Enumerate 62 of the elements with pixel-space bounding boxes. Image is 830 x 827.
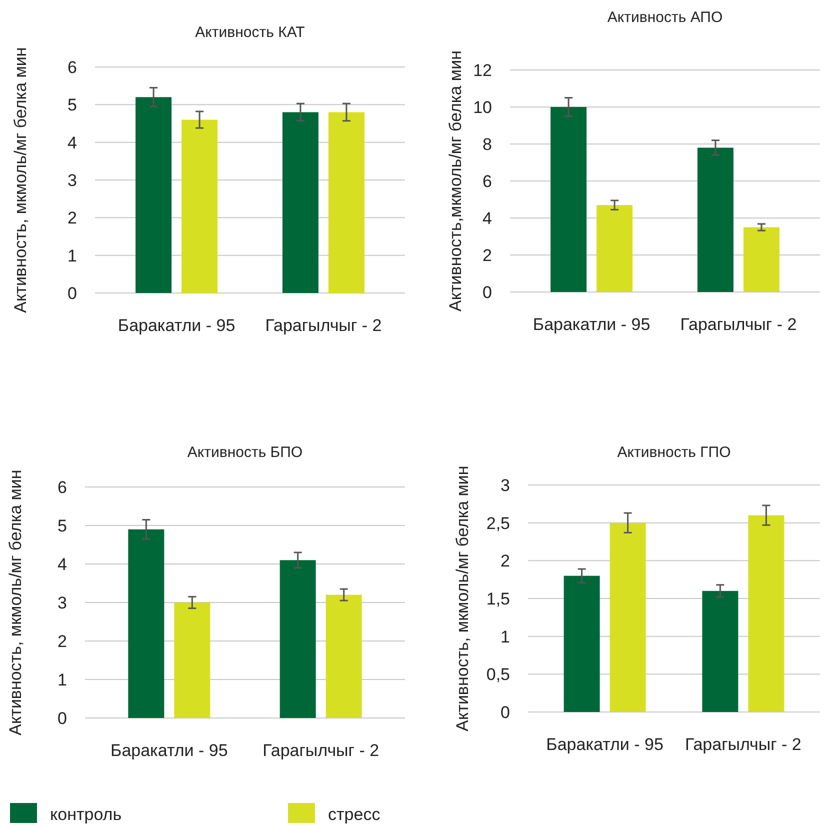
y-tick-label: 2,5 xyxy=(486,514,510,533)
y-tick-label: 5 xyxy=(68,96,77,115)
y-tick-label: 6 xyxy=(58,478,67,497)
chart-title: Активность ГПО xyxy=(617,444,731,461)
bar xyxy=(564,576,600,712)
y-axis-title: Активность, мкмоль/мг белка мин xyxy=(452,466,472,732)
y-tick-label: 4 xyxy=(58,554,67,574)
y-axis-title: Активность, мкмоль/мг белка мин xyxy=(10,47,30,313)
y-tick-label: 6 xyxy=(68,58,77,77)
y-tick-label: 4 xyxy=(482,208,492,228)
bar xyxy=(182,120,218,293)
y-tick-label: 0 xyxy=(500,702,510,722)
bar xyxy=(550,107,587,292)
bar xyxy=(282,112,318,293)
bar xyxy=(280,560,316,718)
y-tick-label: 2 xyxy=(500,552,510,571)
y-tick-label: 3 xyxy=(500,476,510,495)
y-tick-label: 1,5 xyxy=(486,589,510,608)
y-tick-label: 0 xyxy=(58,708,67,728)
y-tick-label: 2 xyxy=(58,632,67,651)
bar xyxy=(326,594,362,718)
bar xyxy=(596,205,633,292)
legend-label: стресс xyxy=(328,805,381,824)
legend-label: контроль xyxy=(50,805,122,824)
y-tick-label: 6 xyxy=(482,172,492,191)
y-axis-title: Активность,мкмоль/мг белка мин xyxy=(446,50,465,312)
y-tick-label: 12 xyxy=(473,60,492,80)
bar xyxy=(328,112,364,293)
x-tick-label: Баракатли - 95 xyxy=(118,316,236,335)
bar xyxy=(697,148,734,292)
y-tick-label: 1 xyxy=(58,670,67,690)
y-tick-label: 3 xyxy=(58,593,67,612)
chart-title: Активность АПО xyxy=(607,9,723,26)
bar xyxy=(748,515,784,712)
y-tick-label: 1 xyxy=(68,246,77,266)
x-tick-label: Гарагылчыг - 2 xyxy=(262,741,380,760)
y-tick-label: 2 xyxy=(482,246,492,265)
x-tick-label: Гарагылчыг - 2 xyxy=(265,316,382,335)
bar xyxy=(136,97,172,293)
x-tick-label: Гарагылчыг - 2 xyxy=(680,315,797,334)
y-tick-label: 8 xyxy=(482,134,492,154)
bar xyxy=(128,529,164,718)
y-tick-label: 0 xyxy=(482,282,492,302)
y-tick-label: 10 xyxy=(473,98,492,117)
x-tick-label: Баракатли - 95 xyxy=(532,315,650,334)
y-tick-label: 0 xyxy=(68,284,77,303)
y-tick-label: 3 xyxy=(68,170,77,190)
chart-title: Активность БПО xyxy=(187,444,303,461)
y-tick-label: 5 xyxy=(58,516,67,536)
bar xyxy=(702,590,738,712)
bar xyxy=(174,602,210,718)
x-tick-label: Гарагылчыг - 2 xyxy=(684,735,802,754)
y-tick-label: 1 xyxy=(500,627,510,646)
y-tick-label: 2 xyxy=(68,208,77,228)
bar xyxy=(743,227,780,292)
chart-title: Активность КАТ xyxy=(195,24,305,41)
y-axis-title: Активность, мкмоль/мг белка мин xyxy=(6,470,25,736)
bar xyxy=(610,522,646,712)
x-tick-label: Баракатли - 95 xyxy=(546,735,664,754)
y-tick-label: 0,5 xyxy=(486,665,510,684)
y-tick-label: 4 xyxy=(68,133,77,152)
x-tick-label: Баракатли - 95 xyxy=(110,741,228,760)
